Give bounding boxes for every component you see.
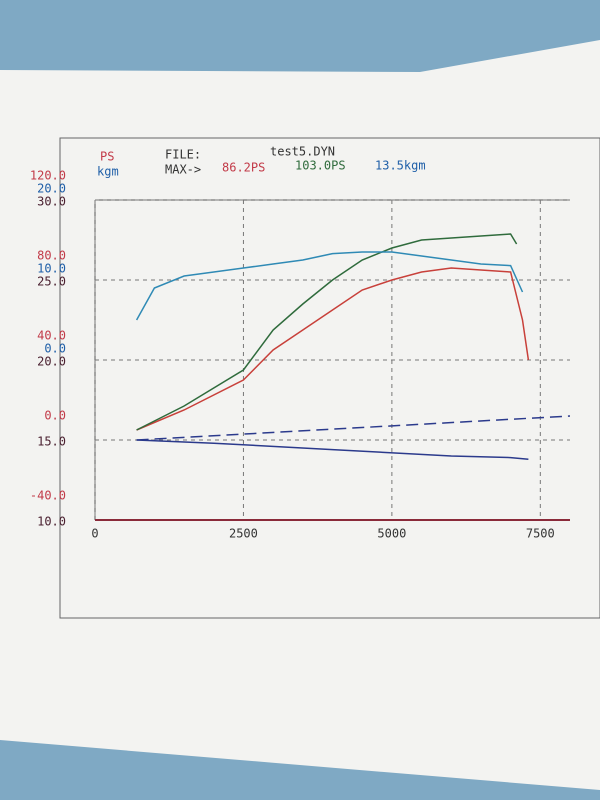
max-label: MAX-> [165,163,201,177]
print-frame [59,137,600,619]
y-tick-label: 10.0 [37,515,66,529]
y-tick-label: 25.0 [37,275,66,289]
y-tick-label: 0.0 [44,409,66,423]
paper [0,40,600,790]
y-tick-label: 15.0 [37,435,66,449]
max-ps2: 103.0PS [295,159,346,173]
file-name: test5.DYN [270,145,335,159]
y-tick-label: 80.0 [37,249,66,263]
series-line [136,267,530,431]
series-line [136,439,529,460]
y-tick-label: 40.0 [37,329,66,343]
x-tick-label: 0 [91,527,98,541]
y-tick-label: 30.0 [37,195,66,209]
max-kgm: 13.5kgm [375,159,426,173]
y-tick-label: 20.0 [37,182,66,196]
y-tick-label: 0.0 [44,342,66,356]
series-line [136,415,571,441]
y-tick-label: 10.0 [37,262,66,276]
ps-unit: PS [100,150,114,164]
y-tick-label: 20.0 [37,355,66,369]
file-label: FILE: [165,148,201,162]
series-line [135,251,524,321]
max-ps: 86.2PS [222,161,265,175]
x-tick-label: 7500 [526,527,555,541]
x-tick-label: 5000 [377,527,406,541]
x-tick-label: 2500 [229,527,258,541]
y-tick-label: 120.0 [30,169,66,183]
kgm-unit: kgm [97,165,119,179]
series-line [136,233,518,431]
y-tick-label: -40.0 [30,489,66,503]
